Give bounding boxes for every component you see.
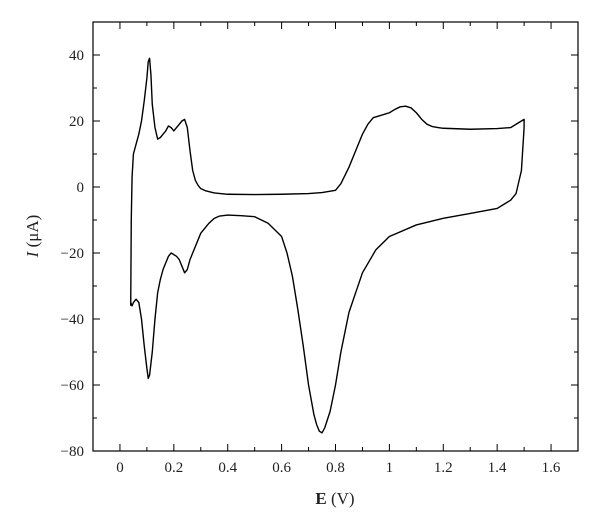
- x-tick-label: 0.2: [164, 460, 183, 476]
- x-axis-symbol: E: [315, 489, 326, 508]
- y-tick-label: 40: [69, 48, 84, 64]
- x-tick-label: 0.4: [218, 460, 237, 476]
- y-tick-label: −20: [61, 246, 84, 262]
- series-layer: [130, 57, 525, 434]
- y-axis-unit: (μA): [23, 215, 42, 252]
- y-tick-label: 20: [69, 114, 84, 130]
- x-tick-label: 1.4: [488, 460, 507, 476]
- x-tick-label: 1.6: [542, 460, 561, 476]
- y-axis-ticks: −80 −60 −40 −20 0 20 40: [61, 48, 578, 460]
- x-tick-label: 0.6: [272, 460, 291, 476]
- y-tick-label: −60: [61, 378, 84, 394]
- series-line-cv-curve: [130, 57, 525, 434]
- y-tick-label: −40: [61, 312, 84, 328]
- y-tick-label: 0: [77, 180, 85, 196]
- y-axis-title: I (μA): [23, 215, 42, 259]
- x-axis-title: E (V): [315, 489, 354, 508]
- x-tick-label: 0: [116, 460, 124, 476]
- y-tick-label: −80: [61, 444, 84, 460]
- x-tick-label: 1.2: [434, 460, 453, 476]
- x-tick-label: 1: [386, 460, 394, 476]
- x-tick-label: 0.8: [326, 460, 345, 476]
- x-axis-ticks: 0 0.2 0.4 0.6 0.8 1 1.2 1.4 1.6: [116, 22, 561, 476]
- x-axis-unit: (V): [327, 489, 355, 508]
- y-axis-symbol: I: [23, 250, 42, 258]
